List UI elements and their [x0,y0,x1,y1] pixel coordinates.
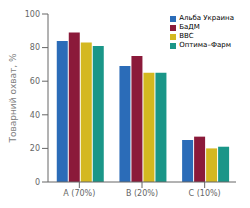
html-text:Альба Украина: Альба Украина [179,14,234,22]
svg-text:20: 20 [30,144,40,153]
svg-text:40: 40 [30,111,40,120]
svg-text:Товарний охват, %: Товарний охват, % [8,53,18,144]
svg-text:60: 60 [30,77,40,86]
svg-text:80: 80 [30,43,40,52]
svg-text:A (70%): A (70%) [63,189,95,198]
html-text:ВВС: ВВС [179,32,194,40]
html-text:БаДМ: БаДМ [179,23,200,31]
svg-text:0: 0 [35,178,40,187]
html-text:Оптима–Фарм: Оптима–Фарм [179,41,231,49]
svg-text:B (20%): B (20%) [126,189,158,198]
svg-text:C (10%): C (10%) [189,189,221,198]
svg-text:100: 100 [25,10,40,19]
